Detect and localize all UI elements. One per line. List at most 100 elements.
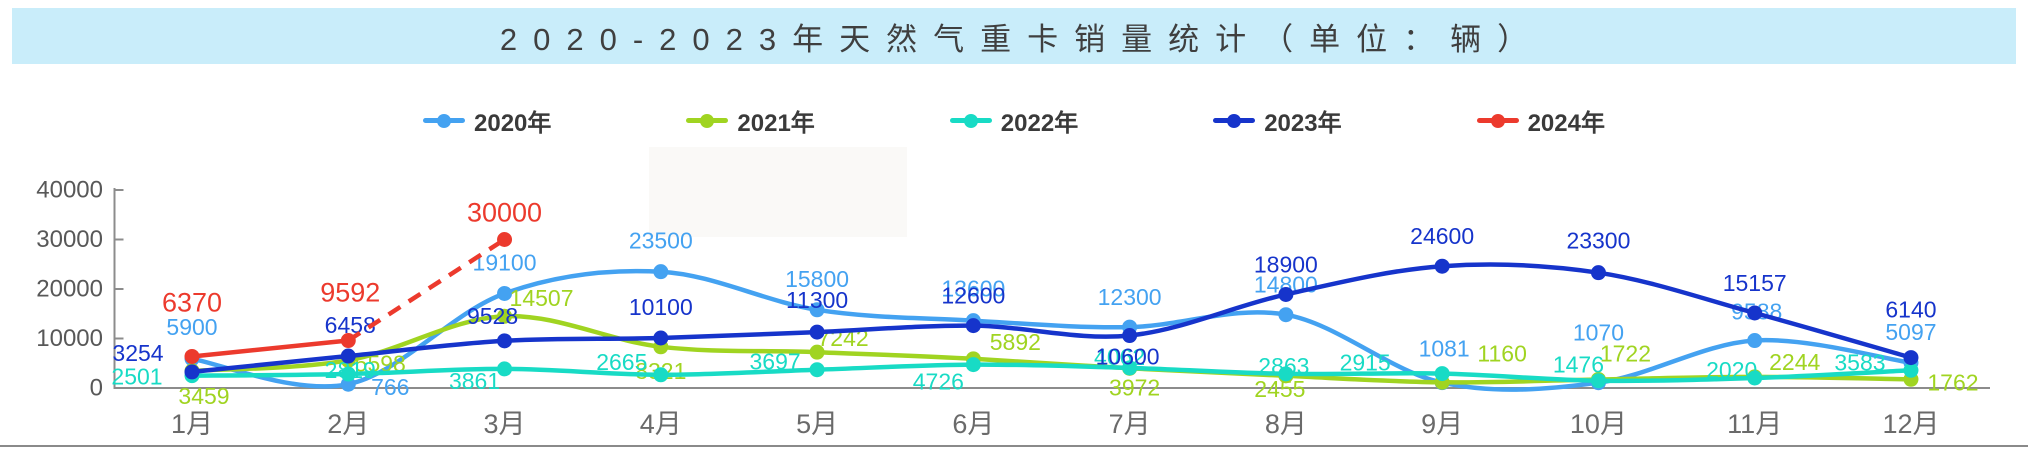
bottom-divider: [0, 445, 2028, 447]
legend-label-2024: 2024年: [1527, 110, 1605, 137]
legend-line-marker-icon: [1213, 113, 1256, 128]
legend-dot-icon: [1227, 113, 1242, 128]
x-axis-label: 11月: [1727, 409, 1782, 439]
data-label-2024-m1: 6370: [162, 287, 222, 317]
data-point-2023-m1[interactable]: [184, 364, 200, 380]
data-point-2022-m4[interactable]: [653, 367, 669, 383]
data-label-2020-m1: 5900: [166, 314, 217, 340]
legend-line-marker-icon: [686, 113, 729, 128]
data-point-2022-m11[interactable]: [1747, 370, 1763, 386]
data-point-2023-m7[interactable]: [1122, 328, 1138, 344]
data-point-2023-m9[interactable]: [1434, 258, 1450, 274]
legend-line-marker-icon: [949, 113, 992, 128]
data-point-2022-m8[interactable]: [1278, 366, 1294, 382]
data-label-2020-m6: 13600: [941, 276, 1005, 302]
data-point-2022-m5[interactable]: [809, 362, 825, 378]
series-line-2022[interactable]: [189, 362, 1914, 384]
data-point-2020-m8[interactable]: [1278, 307, 1294, 323]
data-point-2021-m5[interactable]: [809, 344, 825, 360]
data-label-2022-m1: 2501: [111, 364, 162, 390]
data-point-2022-m2[interactable]: [340, 366, 356, 382]
y-axis-label: 40000: [36, 177, 103, 204]
data-label-2022-m10: 1476: [1553, 352, 1604, 378]
legend-dot-icon: [1490, 113, 1505, 128]
data-point-2020-m3[interactable]: [497, 285, 513, 301]
data-point-2022-m3[interactable]: [497, 361, 513, 377]
data-label-2021-m11: 2244: [1769, 349, 1820, 375]
x-axis-label: 4月: [640, 409, 682, 439]
data-label-2022-m5: 3697: [749, 349, 800, 375]
data-point-2020-m11[interactable]: [1747, 333, 1763, 349]
data-label-2020-m3: 19100: [473, 249, 537, 275]
data-point-2022-m12[interactable]: [1903, 362, 1919, 378]
x-axis-label: 6月: [952, 409, 994, 439]
data-label-2024-m3: 30000: [467, 198, 542, 228]
x-axis-label: 8月: [1265, 409, 1307, 439]
data-point-2023-m3[interactable]: [497, 333, 513, 349]
series-line-2024[interactable]: [189, 338, 351, 359]
chart-legend: 2020年 2021年 2022年 2023年 2024年: [0, 103, 2028, 138]
x-axis-label: 12月: [1882, 409, 1939, 439]
data-label-2022-m11: 2020: [1706, 357, 1757, 383]
data-point-2022-m6[interactable]: [965, 357, 981, 373]
legend-item-2024[interactable]: 2024年: [1476, 103, 1605, 138]
series-line-2023[interactable]: [189, 262, 1914, 375]
data-label-2021-m7: 3972: [1109, 374, 1160, 400]
x-axis-label: 1月: [171, 409, 213, 439]
data-point-2023-m10[interactable]: [1590, 265, 1606, 281]
data-point-2024-m1[interactable]: [184, 348, 200, 364]
data-label-2020-m10: 1070: [1573, 320, 1624, 346]
data-point-2020-m4[interactable]: [653, 264, 669, 280]
data-point-2022-m7[interactable]: [1122, 360, 1138, 376]
data-label-2023-m8: 18900: [1254, 251, 1318, 277]
data-label-2020-m4: 23500: [629, 228, 693, 254]
title-bar: 2020-2023年天然气重卡销量统计（单位：辆）: [12, 8, 2016, 64]
data-label-2022-m9: 2915: [1340, 350, 1391, 376]
legend-dot-icon: [437, 113, 452, 128]
data-label-2023-m11: 15157: [1723, 270, 1787, 296]
legend-item-2021[interactable]: 2021年: [686, 103, 815, 138]
legend-dot-icon: [963, 113, 978, 128]
legend-label-2021: 2021年: [737, 110, 815, 137]
data-point-2023-m12[interactable]: [1903, 350, 1919, 366]
data-label-2020-m12: 5097: [1885, 319, 1936, 345]
data-label-2023-m1: 3254: [112, 340, 163, 366]
legend-line-marker-icon: [423, 113, 466, 128]
data-label-2020-m2: 766: [371, 374, 409, 400]
x-axis-label: 5月: [796, 409, 838, 439]
data-label-2023-m5: 11300: [786, 287, 848, 313]
data-label-2024-m2: 9592: [320, 278, 380, 308]
legend-item-2020[interactable]: 2020年: [423, 103, 551, 138]
data-point-2023-m6[interactable]: [965, 318, 981, 334]
data-point-2020-m5[interactable]: [809, 302, 825, 318]
data-label-2023-m10: 23300: [1566, 228, 1630, 254]
data-label-2021-m8: 2455: [1254, 376, 1305, 402]
data-label-2022-m12: 3583: [1834, 349, 1885, 375]
data-point-2024-m2[interactable]: [340, 333, 356, 349]
data-point-2023-m5[interactable]: [809, 324, 825, 340]
data-point-2024-m3[interactable]: [497, 232, 513, 247]
data-label-2022-m6: 4726: [913, 369, 964, 395]
legend-item-2023[interactable]: 2023年: [1213, 103, 1342, 138]
legend-label-2020: 2020年: [474, 110, 552, 137]
data-point-2022-m10[interactable]: [1590, 373, 1606, 389]
data-point-2023-m8[interactable]: [1278, 286, 1294, 302]
data-point-2023-m2[interactable]: [340, 348, 356, 364]
data-point-2023-m4[interactable]: [653, 330, 669, 346]
data-label-2021-m1: 3459: [178, 383, 229, 409]
data-point-2021-m3[interactable]: [497, 308, 513, 324]
x-axis-label: 7月: [1109, 409, 1151, 439]
data-label-2021-m9: 1160: [1477, 340, 1526, 366]
y-axis-label: 20000: [36, 276, 103, 303]
data-label-2023-m3: 9528: [467, 303, 518, 329]
data-point-2022-m9[interactable]: [1434, 366, 1450, 382]
legend-label-2022: 2022年: [1000, 110, 1079, 137]
data-label-2022-m3: 3861: [449, 368, 500, 394]
data-point-2023-m11[interactable]: [1747, 305, 1763, 321]
legend-item-2022[interactable]: 2022年: [949, 103, 1079, 138]
data-label-2023-m12: 6140: [1885, 297, 1936, 323]
data-label-2020-m5: 15800: [785, 266, 849, 292]
series-line-2024-forecast[interactable]: [347, 237, 506, 343]
watermark-patch: [649, 147, 907, 237]
